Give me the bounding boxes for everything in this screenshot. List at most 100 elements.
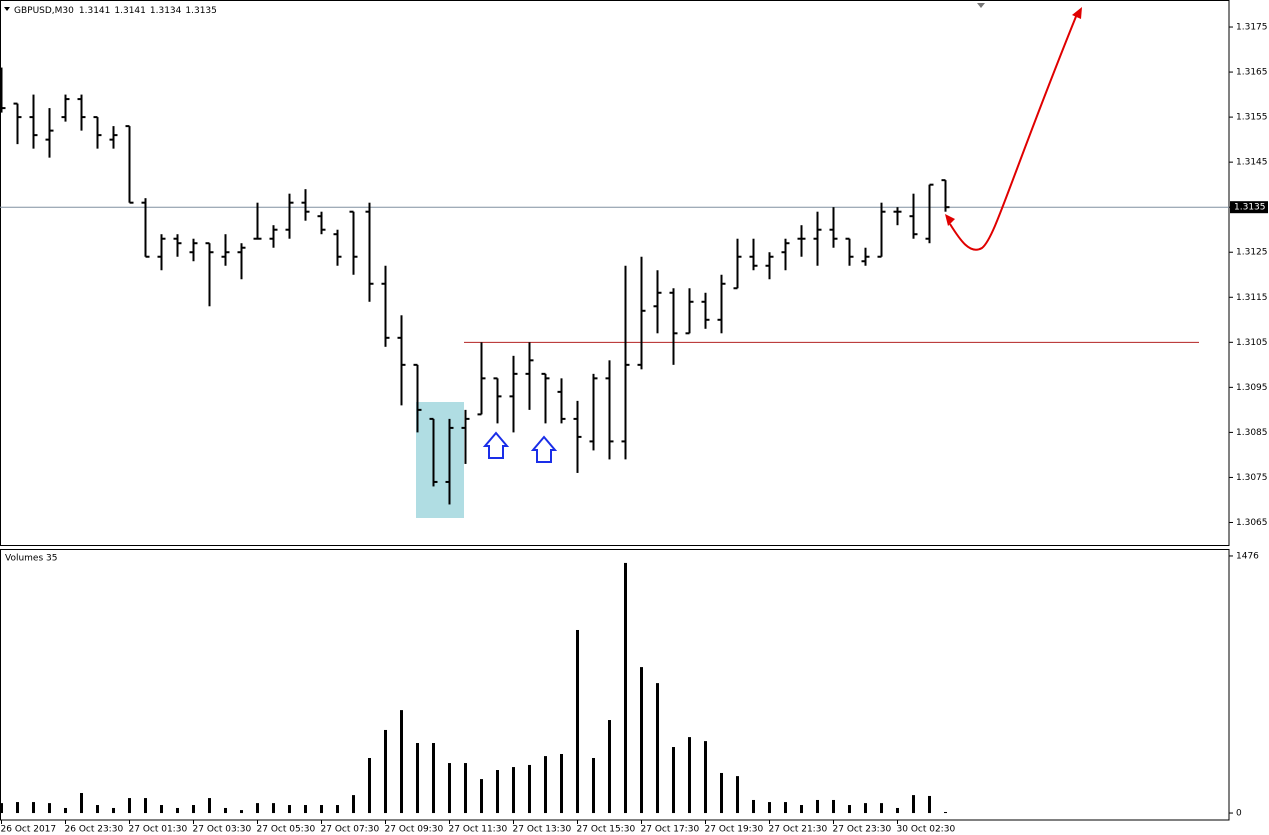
volume-bar	[336, 805, 339, 814]
volume-bar	[80, 793, 83, 814]
y-tick-label: 1476	[1236, 551, 1259, 561]
y-tick-label: 0	[1236, 809, 1242, 819]
x-tick-label: 27 Oct 11:30	[449, 825, 508, 835]
x-tick-label: 27 Oct 05:30	[257, 825, 316, 835]
volume-bar	[112, 807, 115, 814]
volume-bar	[432, 743, 435, 814]
y-tick-label: 1.3095	[1236, 383, 1268, 393]
volume-bar	[768, 802, 771, 814]
volume-bar	[704, 741, 707, 814]
current-price-box	[1230, 201, 1268, 214]
x-tick-label: 27 Oct 07:30	[321, 825, 380, 835]
volume-bar	[480, 779, 483, 814]
y-tick-label: 1.3115	[1236, 293, 1268, 303]
arrow-head	[945, 214, 955, 226]
y-tick-label: 1.3145	[1236, 158, 1268, 168]
symbol-title: GBPUSD,M30	[14, 6, 74, 16]
volume-bar	[544, 756, 547, 814]
volume-bar	[208, 798, 211, 814]
y-tick-label: 1.3075	[1236, 473, 1268, 483]
y-tick-label: 1.3175	[1236, 23, 1268, 33]
volume-bar	[640, 667, 643, 814]
volume-bar	[624, 562, 627, 814]
volume-bar	[656, 683, 659, 814]
volume-bar	[256, 803, 259, 814]
volume-bar	[320, 805, 323, 814]
volume-bar	[848, 805, 851, 814]
volume-bar	[832, 799, 835, 814]
volume-bar	[224, 807, 227, 814]
forecast-curve	[949, 13, 1078, 251]
chart-header: GBPUSD,M30 1.3141 1.3141 1.3134 1.3135	[14, 6, 217, 16]
x-tick-label: 27 Oct 23:30	[833, 825, 892, 835]
volume-bar	[512, 767, 515, 814]
volume-bar	[400, 710, 403, 814]
x-tick-label: 27 Oct 13:30	[513, 825, 572, 835]
volume-bar	[688, 737, 691, 814]
y-tick-label: 1.3105	[1236, 338, 1268, 348]
volume-bar	[672, 747, 675, 814]
y-tick-label: 1.3125	[1236, 248, 1268, 258]
volume-bar	[96, 805, 99, 814]
x-tick-label: 27 Oct 19:30	[705, 825, 764, 835]
volume-bar	[240, 810, 243, 814]
y-tick-label: 1.3165	[1236, 68, 1268, 78]
volume-bar	[176, 807, 179, 814]
highlight-box	[416, 402, 464, 518]
volume-bar	[752, 799, 755, 814]
volume-bar	[896, 807, 899, 814]
up-arrow	[482, 431, 510, 459]
x-tick-label: 27 Oct 15:30	[577, 825, 636, 835]
header-open: 1.3141	[79, 6, 111, 16]
x-tick-label: 30 Oct 02:30	[897, 825, 956, 835]
volume-bar	[944, 811, 947, 814]
volume-bar	[464, 763, 467, 814]
x-tick-label: 26 Oct 23:30	[65, 825, 124, 835]
volume-bar	[368, 757, 371, 814]
header-low: 1.3134	[150, 6, 182, 16]
volume-bar	[384, 729, 387, 814]
volume-bar	[304, 805, 307, 814]
current-price-label: 1.3135	[1234, 203, 1266, 213]
price-panel-frame	[0, 0, 1230, 546]
volume-bar	[64, 807, 67, 814]
volume-bar	[816, 799, 819, 814]
header-close: 1.3135	[185, 6, 217, 16]
x-tick-label: 27 Oct 03:30	[193, 825, 252, 835]
y-tick-label: 1.3085	[1236, 428, 1268, 438]
volume-bar	[928, 795, 931, 814]
volume-bar	[0, 803, 3, 814]
volume-bar	[880, 803, 883, 814]
x-tick-label: 27 Oct 09:30	[385, 825, 444, 835]
up-arrow	[530, 435, 558, 463]
volume-bar	[912, 795, 915, 814]
volume-bar	[496, 770, 499, 814]
volume-bar	[32, 802, 35, 814]
volume-bar	[272, 803, 275, 814]
volume-bar	[784, 802, 787, 814]
marks: 1.3175 1.3165 1.3155 1.3145 1.3135 1.3125 1.31…	[0, 23, 1268, 835]
volume-bar	[608, 720, 611, 814]
volume-bar	[144, 798, 147, 814]
volume-bar	[352, 795, 355, 814]
volume-bar	[864, 803, 867, 814]
shift-marker	[977, 3, 985, 8]
volume-bar	[576, 629, 579, 814]
volume-bar	[800, 805, 803, 814]
volume-bar	[592, 757, 595, 814]
volume-bar	[560, 753, 563, 814]
menu-triangle	[4, 7, 10, 11]
volume-bar	[288, 805, 291, 814]
volume-bar	[128, 798, 131, 814]
x-tick-label: 26 Oct 2017	[1, 825, 57, 835]
volume-panel-frame	[0, 549, 1230, 821]
volume-bar	[416, 743, 419, 814]
volume-bar	[192, 805, 195, 814]
volume-bar	[720, 772, 723, 814]
x-tick-label: 27 Oct 21:30	[769, 825, 828, 835]
volume-title: Volumes 35	[5, 554, 57, 564]
volume-bar	[736, 776, 739, 814]
